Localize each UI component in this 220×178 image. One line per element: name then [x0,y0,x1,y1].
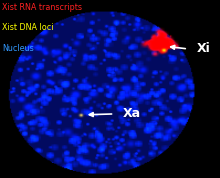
Text: Xi: Xi [197,42,211,56]
Text: Xist RNA transcripts: Xist RNA transcripts [2,3,82,12]
Text: Xa: Xa [123,107,141,121]
Ellipse shape [1,4,201,178]
Text: Nucleus: Nucleus [2,44,34,53]
Ellipse shape [5,7,198,178]
Text: Xist DNA loci: Xist DNA loci [2,23,54,32]
Ellipse shape [9,11,194,174]
